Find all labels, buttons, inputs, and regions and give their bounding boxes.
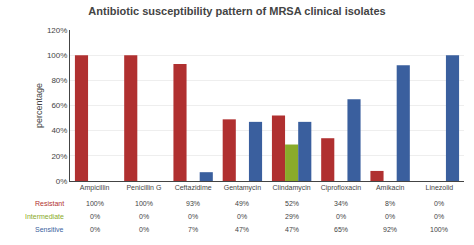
svg-text:Clindamycin: Clindamycin: [273, 184, 311, 192]
svg-text:Gentamycin: Gentamycin: [224, 184, 261, 192]
svg-text:Sensitive: Sensitive: [35, 226, 64, 233]
svg-text:52%: 52%: [285, 200, 299, 207]
svg-text:40%: 40%: [51, 126, 67, 135]
svg-text:80%: 80%: [51, 76, 67, 85]
svg-text:34%: 34%: [334, 200, 348, 207]
svg-text:92%: 92%: [383, 226, 397, 233]
svg-text:100%: 100%: [430, 226, 448, 233]
svg-text:0%: 0%: [188, 213, 198, 220]
svg-text:100%: 100%: [47, 51, 67, 60]
svg-text:100%: 100%: [135, 200, 153, 207]
svg-text:Penicillin G: Penicillin G: [126, 184, 161, 191]
svg-text:Linezolid: Linezolid: [426, 184, 454, 191]
svg-text:93%: 93%: [186, 200, 200, 207]
svg-text:65%: 65%: [334, 226, 348, 233]
svg-text:Ceftazidime: Ceftazidime: [175, 184, 212, 191]
svg-text:0%: 0%: [237, 213, 247, 220]
svg-text:60%: 60%: [51, 101, 67, 110]
svg-text:0%: 0%: [90, 213, 100, 220]
svg-text:0%: 0%: [139, 226, 149, 233]
svg-text:0%: 0%: [385, 213, 395, 220]
svg-text:0%: 0%: [434, 200, 444, 207]
svg-text:Amikacin: Amikacin: [376, 184, 405, 191]
svg-text:47%: 47%: [285, 226, 299, 233]
svg-text:Ciprofloxacin: Ciprofloxacin: [321, 184, 362, 192]
svg-text:7%: 7%: [188, 226, 198, 233]
svg-text:29%: 29%: [285, 213, 299, 220]
svg-text:49%: 49%: [235, 200, 249, 207]
svg-text:47%: 47%: [235, 226, 249, 233]
svg-text:0%: 0%: [139, 213, 149, 220]
svg-text:0%: 0%: [434, 213, 444, 220]
svg-text:0%: 0%: [90, 226, 100, 233]
svg-text:100%: 100%: [86, 200, 104, 207]
svg-text:percentage: percentage: [34, 83, 44, 128]
svg-text:120%: 120%: [47, 26, 67, 35]
svg-text:8%: 8%: [385, 200, 395, 207]
svg-text:0%: 0%: [56, 177, 68, 186]
svg-text:20%: 20%: [51, 152, 67, 161]
svg-text:Antibiotic susceptibility patt: Antibiotic susceptibility pattern of MRS…: [88, 5, 385, 17]
svg-text:Resistant: Resistant: [35, 200, 64, 207]
svg-text:Intermediate: Intermediate: [25, 213, 64, 220]
svg-text:0%: 0%: [336, 213, 346, 220]
svg-text:Ampicillin: Ampicillin: [80, 184, 110, 192]
